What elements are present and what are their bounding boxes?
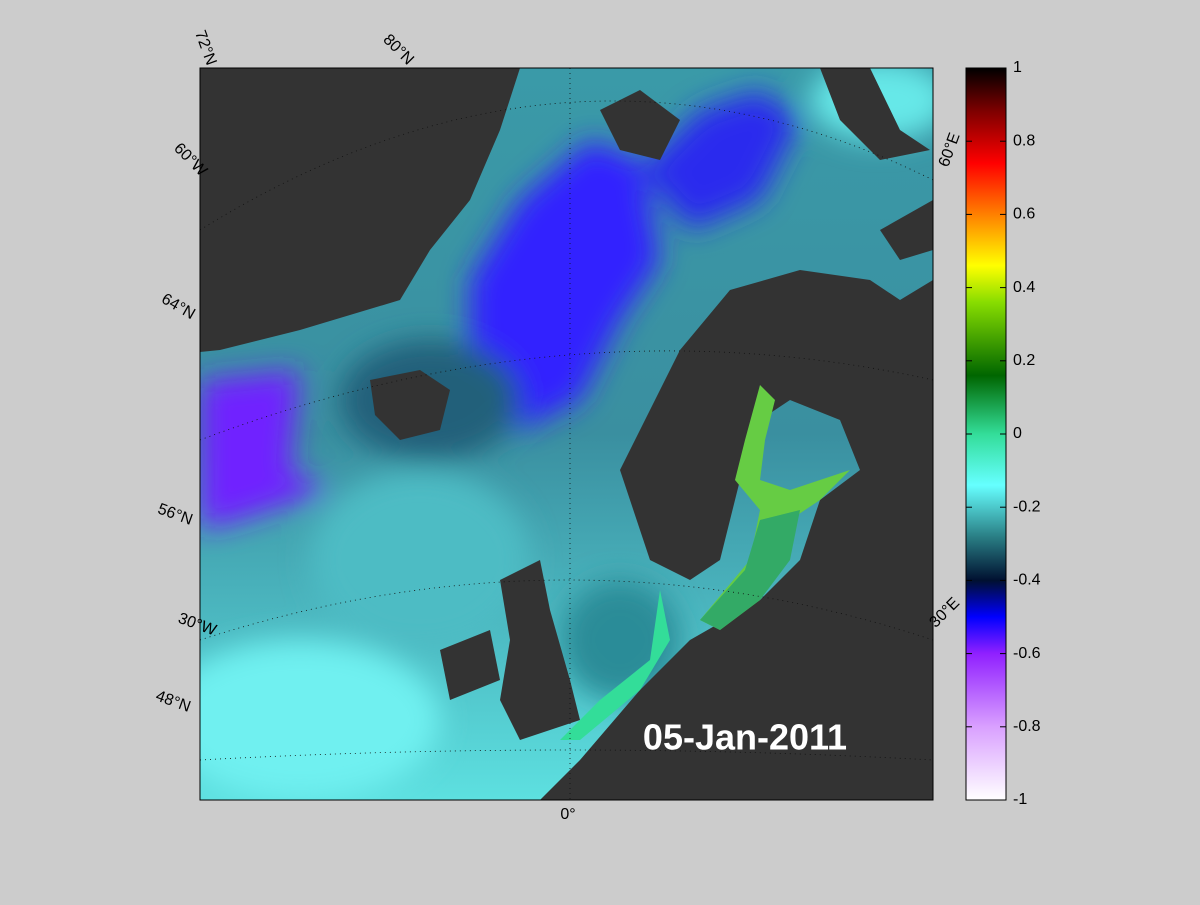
colorbar-tick-label: 0.6 — [1013, 206, 1035, 223]
graticule-label: 48°N — [153, 688, 192, 716]
map — [200, 68, 933, 800]
colorbar-tick-label: -0.6 — [1013, 645, 1041, 662]
colorbar-tick-label: 0.4 — [1013, 279, 1035, 296]
graticule-label: 56°N — [155, 501, 194, 529]
colorbar-tick-label: -0.4 — [1013, 572, 1041, 589]
graticule-label: 64°N — [158, 290, 197, 323]
graticule-label: 72°N — [191, 28, 219, 67]
colorbar — [965, 67, 1007, 801]
colorbar-tick-label: -0.8 — [1013, 718, 1041, 735]
graticule-label: 0° — [560, 806, 575, 823]
colorbar-tick-label: 0.8 — [1013, 132, 1035, 149]
colorbar-tick-label: -0.2 — [1013, 498, 1041, 515]
colorbar-tick-label: 1 — [1013, 59, 1022, 76]
date-label: 05-Jan-2011 — [643, 717, 847, 758]
graticule-label: 60°E — [936, 131, 964, 170]
colorbar-tick-label: -1 — [1013, 791, 1027, 808]
colorbar-tick-label: 0.2 — [1013, 352, 1035, 369]
graticule-label: 80°N — [380, 31, 417, 68]
map-frame — [199, 67, 934, 801]
colorbar-tick-label: 0 — [1013, 425, 1022, 442]
